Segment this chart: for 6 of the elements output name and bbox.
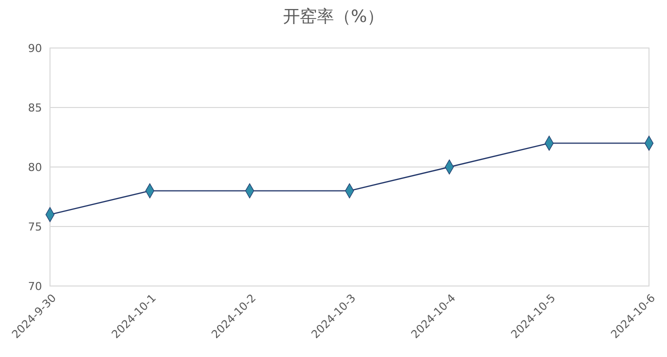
y-tick-label: 80 bbox=[28, 160, 42, 174]
chart-title: 开窑率（%） bbox=[282, 7, 384, 27]
y-tick-label: 70 bbox=[28, 280, 42, 293]
y-tick-label: 85 bbox=[28, 101, 42, 114]
y-tick-label: 75 bbox=[28, 220, 42, 234]
y-tick-label: 90 bbox=[28, 42, 42, 55]
